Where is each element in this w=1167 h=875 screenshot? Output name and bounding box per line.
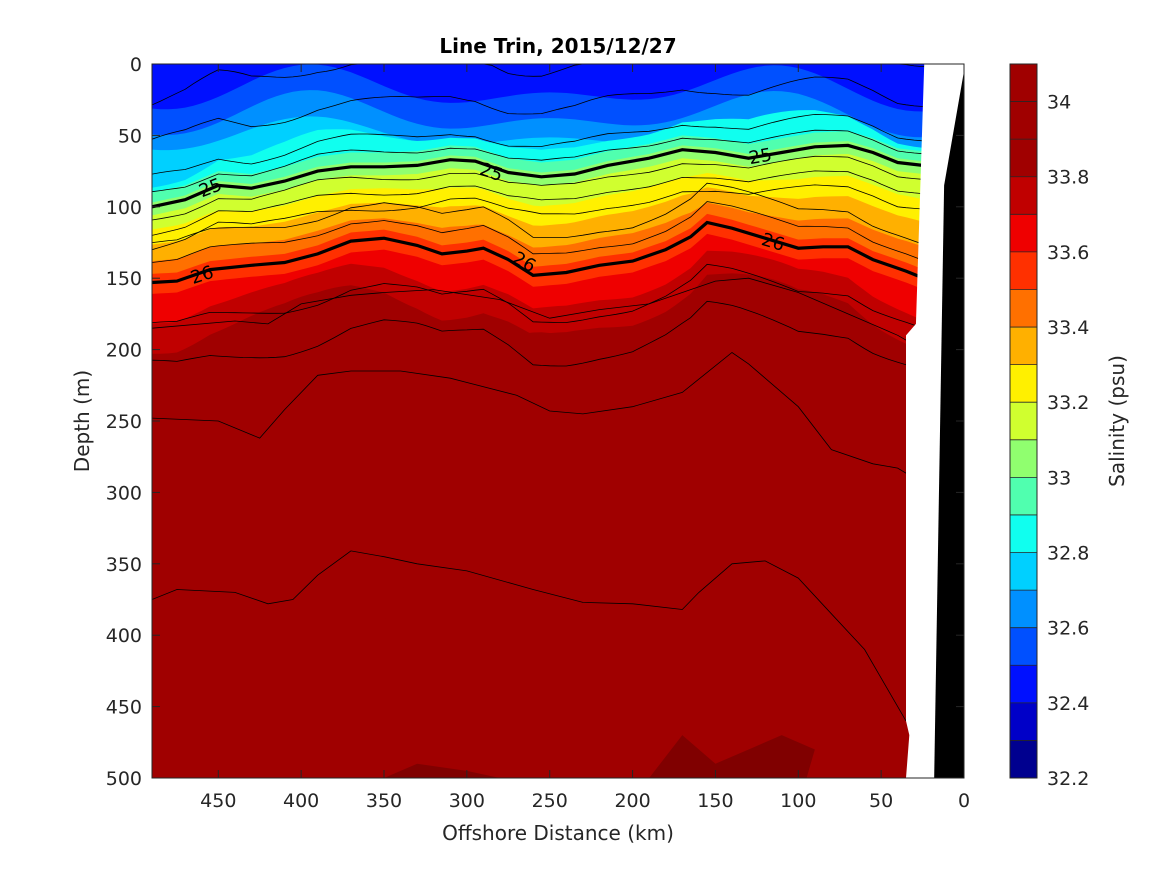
colorbar-swatch <box>1010 740 1037 778</box>
colorbar-swatch <box>1010 514 1037 553</box>
salinity-core-patch <box>384 763 500 778</box>
colorbar-swatch <box>1010 214 1037 252</box>
colorbar-tick-label: 34 <box>1047 92 1071 114</box>
density-contour <box>152 184 964 251</box>
colorbar-swatch <box>1010 627 1037 666</box>
y-tick-label: 150 <box>106 268 142 290</box>
y-tick-label: 350 <box>106 554 142 576</box>
y-tick-label: 250 <box>106 411 142 433</box>
y-tick-label: 100 <box>106 197 142 219</box>
x-tick-label: 100 <box>780 790 816 812</box>
colorbar-swatch <box>1010 251 1037 290</box>
density-contour <box>152 113 964 175</box>
colorbar-swatch <box>1010 477 1037 515</box>
x-tick-label: 400 <box>283 790 319 812</box>
colorbar-tick-label: 33.6 <box>1047 242 1089 264</box>
isopycnal-label: 25 <box>747 145 773 170</box>
x-tick-label: 200 <box>614 790 650 812</box>
coastline-bathymetry <box>906 64 964 778</box>
x-tick-label: 0 <box>958 790 970 812</box>
density-contour <box>152 76 964 140</box>
x-axis: 450 400 350 300 250 200 150 100 50 0 <box>200 64 970 812</box>
density-contour <box>152 277 923 350</box>
colorbar: 32.2 32.4 32.6 32.8 33 33.2 33.4 33.6 33.8 34 <box>1009 63 1089 790</box>
y-axis: 0 50 100 150 200 250 300 350 400 450 500 <box>106 54 964 790</box>
colorbar-tick-label: 32.4 <box>1047 693 1089 715</box>
density-contour <box>152 64 964 106</box>
colorbar-swatch <box>1010 289 1037 328</box>
colorbar-tick-label: 33.8 <box>1047 167 1089 189</box>
land-mask <box>934 71 964 778</box>
contour-lines <box>152 64 964 722</box>
colorbar-tick-label: 33 <box>1047 467 1071 489</box>
colorbar-tick-label: 32.8 <box>1047 543 1089 565</box>
colorbar-swatch <box>1010 402 1037 440</box>
y-tick-label: 500 <box>106 768 142 790</box>
x-tick-label: 50 <box>869 790 893 812</box>
density-contour <box>152 201 964 264</box>
y-tick-label: 200 <box>106 340 142 362</box>
colorbar-swatch <box>1010 327 1037 365</box>
x-axis-label: Offshore Distance (km) <box>442 821 674 845</box>
colorbar-frame <box>1009 63 1038 779</box>
colorbar-swatch <box>1010 176 1037 215</box>
colorbar-swatch <box>1010 364 1037 403</box>
y-tick-label: 400 <box>106 625 142 647</box>
colorbar-tick-label: 32.2 <box>1047 768 1089 790</box>
colorbar-swatch <box>1010 665 1037 703</box>
density-contour <box>152 182 964 248</box>
y-axis-label: Depth (m) <box>70 370 94 472</box>
salinity-core-patch <box>251 363 310 450</box>
colorbar-swatch <box>1010 702 1037 741</box>
colorbar-swatch <box>1010 590 1037 628</box>
density-contour <box>152 352 915 479</box>
x-tick-label: 350 <box>366 790 402 812</box>
salinity-core-patch <box>201 428 898 778</box>
colorbar-tick-label: 33.2 <box>1047 392 1089 414</box>
deep-high-salinity-patches <box>201 363 898 778</box>
x-tick-label: 450 <box>200 790 236 812</box>
salinity-core-patch <box>649 735 815 778</box>
y-tick-label: 300 <box>106 482 142 504</box>
density-contour <box>152 129 964 193</box>
y-tick-label: 50 <box>118 125 142 147</box>
colorbar-label: Salinity (psu) <box>1105 355 1129 487</box>
colorbar-tick-label: 32.6 <box>1047 618 1089 640</box>
x-tick-label: 250 <box>532 790 568 812</box>
colorbar-swatch <box>1010 439 1037 478</box>
colorbar-tick-label: 33.4 <box>1047 317 1089 339</box>
y-tick-label: 450 <box>106 697 142 719</box>
y-tick-label: 0 <box>130 54 142 76</box>
colorbar-swatch <box>1010 64 1037 177</box>
density-contour <box>152 155 964 221</box>
x-tick-label: 150 <box>697 790 733 812</box>
chart-title: Line Trin, 2015/12/27 <box>439 34 676 58</box>
isopycnal-26 <box>152 220 932 285</box>
isopycnal-25 <box>152 143 932 209</box>
x-tick-label: 300 <box>449 790 485 812</box>
density-contour <box>152 170 964 236</box>
density-contour <box>152 300 964 373</box>
colorbar-swatch <box>1010 552 1037 591</box>
density-contour <box>152 550 907 722</box>
